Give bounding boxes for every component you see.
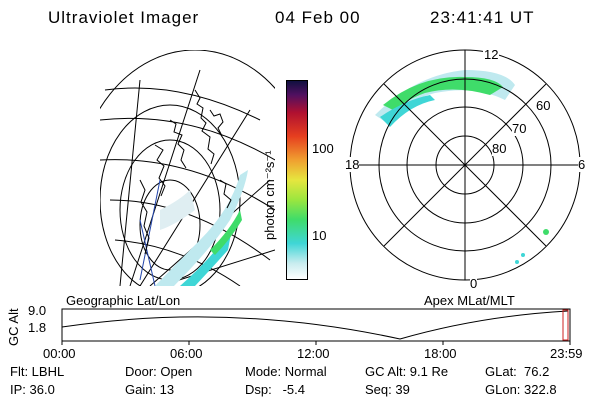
- coastlines: [139, 89, 232, 255]
- map-horizon: [100, 50, 275, 110]
- time-tick-0000: 00:00: [43, 346, 76, 361]
- mlt-label-6: 6: [578, 157, 586, 172]
- time-tick-1200: 12:00: [297, 346, 330, 361]
- altitude-ticks: [61, 341, 571, 345]
- altitude-tick-1-8: 1.8: [28, 320, 47, 335]
- colorbar-unit-label: photon cm⁻²s⁻¹: [262, 150, 277, 240]
- mlat-label-80: 80: [492, 141, 507, 156]
- observation-date: 04 Feb 00: [275, 8, 361, 27]
- mlt-label-18: 18: [345, 157, 360, 172]
- mlt-label-12: 12: [483, 47, 500, 62]
- status-dsp: Dsp: -5.4: [245, 382, 305, 397]
- status-flt: Flt: LBHL: [10, 364, 65, 379]
- status-glon: GLon: 322.8: [485, 382, 557, 397]
- polar-spot: [543, 229, 549, 235]
- aurora-emission-polar: [375, 70, 515, 127]
- time-tick-0600: 06:00: [170, 346, 203, 361]
- colorbar-tick-10: 10: [312, 228, 327, 243]
- status-glat: GLat: 76.2: [485, 364, 550, 379]
- apex-label: Apex MLat/MLT: [424, 293, 515, 308]
- polar-plot: [349, 49, 581, 281]
- altitude-curve: [61, 310, 569, 340]
- time-tick-2359: 23:59: [550, 346, 583, 361]
- altitude-axis-label: GC Alt: [6, 308, 21, 346]
- status-seq: Seq: 39: [365, 382, 410, 397]
- current-time-marker: [562, 309, 569, 341]
- mlat-label-70: 70: [512, 121, 527, 136]
- status-ip: IP: 36.0: [10, 382, 55, 397]
- colorbar-tick-100: 100: [312, 141, 334, 156]
- status-gc-alt: GC Alt: 9.1 Re: [365, 364, 449, 379]
- status-mode: Mode: Normal: [245, 364, 327, 379]
- geographic-map: [100, 50, 275, 286]
- mlt-label-0: 0: [470, 276, 478, 291]
- status-door: Door: Open: [125, 364, 193, 379]
- geographic-label: Geographic Lat/Lon: [66, 293, 181, 308]
- colorbar: [286, 80, 308, 280]
- mlat-label-60: 60: [536, 98, 551, 113]
- aurora-emission-geographic: [155, 170, 248, 286]
- altitude-plot: [61, 308, 571, 345]
- status-gain: Gain: 13: [125, 382, 175, 397]
- instrument-title: Ultraviolet Imager: [48, 8, 200, 27]
- altitude-tick-9: 9.0: [28, 303, 47, 318]
- altitude-frame: [61, 308, 571, 342]
- time-tick-1800: 18:00: [424, 346, 457, 361]
- observation-time: 23:41:41 UT: [430, 8, 535, 27]
